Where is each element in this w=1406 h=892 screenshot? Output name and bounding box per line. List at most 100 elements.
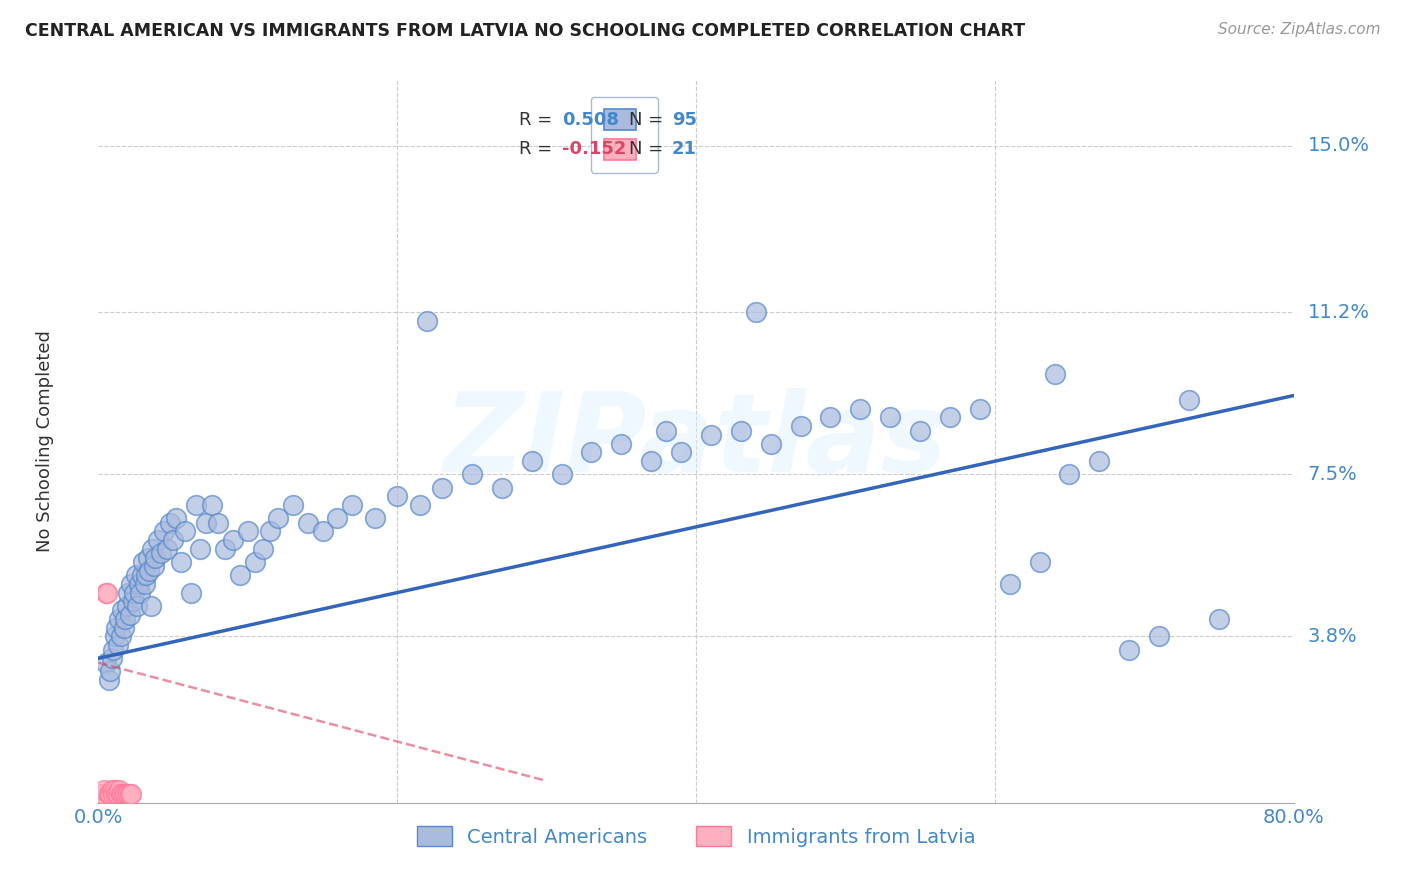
- Point: [107, 787, 129, 801]
- Point: [93, 782, 115, 797]
- Point: [326, 511, 349, 525]
- Point: [1178, 392, 1201, 407]
- Point: [730, 424, 752, 438]
- Point: [105, 787, 128, 801]
- Point: [107, 638, 129, 652]
- Point: [259, 524, 281, 539]
- Point: [879, 410, 901, 425]
- Point: [108, 782, 131, 797]
- Text: R =: R =: [519, 140, 553, 158]
- Point: [125, 568, 148, 582]
- Point: [150, 546, 173, 560]
- Point: [156, 541, 179, 556]
- Point: [188, 541, 211, 556]
- Point: [112, 621, 135, 635]
- Point: [101, 782, 124, 797]
- Point: [461, 467, 484, 482]
- Point: [108, 612, 131, 626]
- Text: R =: R =: [519, 111, 553, 129]
- Point: [139, 599, 162, 613]
- Point: [252, 541, 274, 556]
- Point: [136, 550, 159, 565]
- Point: [110, 787, 132, 801]
- Point: [142, 559, 165, 574]
- Point: [229, 568, 252, 582]
- Point: [939, 410, 962, 425]
- Point: [98, 665, 122, 679]
- Point: [97, 787, 120, 801]
- Point: [1028, 555, 1050, 569]
- Point: [129, 585, 152, 599]
- Point: [132, 555, 155, 569]
- Point: [124, 585, 146, 599]
- Point: [104, 629, 127, 643]
- Point: [94, 585, 117, 599]
- Point: [138, 564, 160, 578]
- Point: [174, 524, 197, 539]
- Text: -0.152: -0.152: [562, 140, 627, 158]
- Point: [297, 516, 319, 530]
- Text: N =: N =: [628, 140, 664, 158]
- Point: [267, 511, 290, 525]
- Point: [969, 401, 991, 416]
- Point: [115, 599, 138, 613]
- Point: [115, 787, 138, 801]
- Point: [120, 787, 142, 801]
- Point: [581, 445, 603, 459]
- Point: [207, 516, 229, 530]
- Point: [610, 436, 633, 450]
- Point: [364, 511, 387, 525]
- Point: [1059, 467, 1081, 482]
- Point: [700, 428, 723, 442]
- Text: 0.508: 0.508: [562, 111, 619, 129]
- Point: [104, 782, 127, 797]
- Point: [162, 533, 184, 547]
- Point: [789, 419, 811, 434]
- Text: 7.5%: 7.5%: [1308, 465, 1358, 483]
- Point: [222, 533, 245, 547]
- Point: [342, 498, 364, 512]
- Point: [105, 621, 128, 635]
- Point: [236, 524, 259, 539]
- Point: [759, 436, 782, 450]
- Point: [98, 787, 122, 801]
- Point: [416, 314, 439, 328]
- Point: [112, 787, 135, 801]
- Legend: Central Americans, Immigrants from Latvia: Central Americans, Immigrants from Latvi…: [409, 818, 983, 855]
- Text: 21: 21: [672, 140, 697, 158]
- Text: N =: N =: [628, 111, 664, 129]
- Point: [640, 454, 662, 468]
- Point: [998, 577, 1021, 591]
- Point: [91, 787, 114, 801]
- Point: [90, 787, 112, 801]
- Point: [111, 787, 134, 801]
- Point: [430, 481, 453, 495]
- Point: [1088, 454, 1111, 468]
- Point: [143, 550, 166, 565]
- Point: [745, 305, 768, 319]
- Point: [97, 673, 120, 688]
- Point: [121, 594, 143, 608]
- Point: [1118, 642, 1140, 657]
- Point: [184, 498, 207, 512]
- Point: [134, 577, 156, 591]
- Point: [165, 511, 187, 525]
- Point: [169, 555, 191, 569]
- Point: [117, 585, 139, 599]
- Text: No Schooling Completed: No Schooling Completed: [35, 331, 53, 552]
- Point: [1208, 612, 1230, 626]
- Point: [101, 651, 124, 665]
- Point: [491, 481, 513, 495]
- Text: CENTRAL AMERICAN VS IMMIGRANTS FROM LATVIA NO SCHOOLING COMPLETED CORRELATION CH: CENTRAL AMERICAN VS IMMIGRANTS FROM LATV…: [25, 22, 1025, 40]
- Point: [214, 541, 236, 556]
- Point: [96, 585, 118, 599]
- Text: Source: ZipAtlas.com: Source: ZipAtlas.com: [1218, 22, 1381, 37]
- Text: 11.2%: 11.2%: [1308, 303, 1369, 322]
- Point: [908, 424, 931, 438]
- Point: [118, 607, 141, 622]
- Point: [127, 599, 149, 613]
- Point: [655, 424, 678, 438]
- Point: [120, 577, 142, 591]
- Point: [281, 498, 304, 512]
- Text: ZIPatlas: ZIPatlas: [444, 388, 948, 495]
